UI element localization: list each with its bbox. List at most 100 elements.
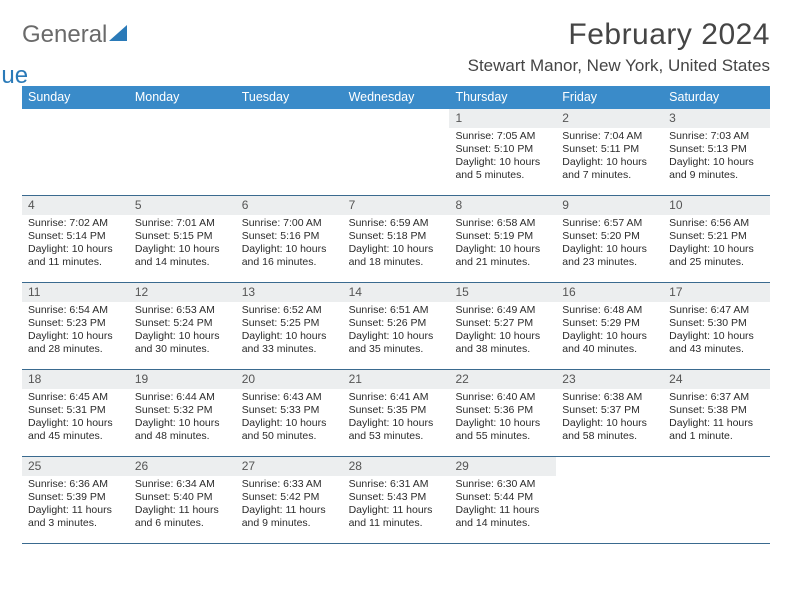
day-body: Sunrise: 7:00 AMSunset: 5:16 PMDaylight:… [236, 217, 343, 274]
day-cell: 28Sunrise: 6:31 AMSunset: 5:43 PMDayligh… [343, 457, 450, 543]
day-number: 20 [236, 370, 343, 389]
day-cell: 4 Sunrise: 7:02 AMSunset: 5:14 PMDaylight… [22, 196, 129, 282]
day-body: Sunrise: 6:43 AMSunset: 5:33 PMDaylight:… [236, 391, 343, 448]
day-body: Sunrise: 6:47 AMSunset: 5:30 PMDaylight:… [663, 304, 770, 361]
month-title: February 2024 [468, 18, 770, 52]
daylight-line: Daylight: 11 hours and 9 minutes. [242, 504, 339, 530]
day-number: 14 [343, 283, 450, 302]
daylight-line: Daylight: 10 hours and 58 minutes. [562, 417, 659, 443]
day-number: 11 [22, 283, 129, 302]
sunrise-line: Sunrise: 6:57 AM [562, 217, 659, 230]
dow-label: Monday [129, 86, 236, 109]
day-cell: 16Sunrise: 6:48 AMSunset: 5:29 PMDayligh… [556, 283, 663, 369]
sunset-line: Sunset: 5:11 PM [562, 143, 659, 156]
day-cell [22, 109, 129, 195]
day-cell: 14 Sunrise: 6:51 AMSunset: 5:26 PMDayligh… [343, 283, 450, 369]
sunset-line: Sunset: 5:15 PM [135, 230, 232, 243]
day-cell: 3 Sunrise: 7:03 AMSunset: 5:13 PMDaylight… [663, 109, 770, 195]
daylight-line: Daylight: 10 hours and 53 minutes. [349, 417, 446, 443]
week-row: 25Sunrise: 6:36 AMSunset: 5:39 PMDayligh… [22, 457, 770, 544]
day-body: Sunrise: 7:03 AMSunset: 5:13 PMDaylight:… [663, 130, 770, 187]
sunrise-line: Sunrise: 6:58 AM [455, 217, 552, 230]
header: General Blue February 2024 Stewart Manor… [22, 18, 770, 76]
daylight-line: Daylight: 11 hours and 11 minutes. [349, 504, 446, 530]
daylight-line: Daylight: 10 hours and 50 minutes. [242, 417, 339, 443]
daylight-line: Daylight: 10 hours and 14 minutes. [135, 243, 232, 269]
sunset-line: Sunset: 5:35 PM [349, 404, 446, 417]
sunrise-line: Sunrise: 6:45 AM [28, 391, 125, 404]
day-cell [556, 457, 663, 543]
day-cell: 8Sunrise: 6:58 AMSunset: 5:19 PMDaylight… [449, 196, 556, 282]
day-cell [663, 457, 770, 543]
day-cell: 12 Sunrise: 6:53 AMSunset: 5:24 PMDayligh… [129, 283, 236, 369]
daylight-line: Daylight: 10 hours and 45 minutes. [28, 417, 125, 443]
day-body: Sunrise: 6:51 AMSunset: 5:26 PMDaylight:… [343, 304, 450, 361]
day-body: Sunrise: 6:49 AMSunset: 5:27 PMDaylight:… [449, 304, 556, 361]
day-cell: 25Sunrise: 6:36 AMSunset: 5:39 PMDayligh… [22, 457, 129, 543]
day-body: Sunrise: 7:02 AMSunset: 5:14 PMDaylight:… [22, 217, 129, 274]
daylight-line: Daylight: 10 hours and 9 minutes. [669, 156, 766, 182]
day-number: 5 [129, 196, 236, 215]
day-number: 21 [343, 370, 450, 389]
calendar-page: General Blue February 2024 Stewart Manor… [0, 0, 792, 544]
sunset-line: Sunset: 5:38 PM [669, 404, 766, 417]
brand-part1: General [22, 24, 107, 47]
sunset-line: Sunset: 5:24 PM [135, 317, 232, 330]
day-body: Sunrise: 6:48 AMSunset: 5:29 PMDaylight:… [556, 304, 663, 361]
weeks-container: 1Sunrise: 7:05 AMSunset: 5:10 PMDaylight… [22, 109, 770, 544]
day-cell: 13Sunrise: 6:52 AMSunset: 5:25 PMDayligh… [236, 283, 343, 369]
sunset-line: Sunset: 5:32 PM [135, 404, 232, 417]
day-number: 12 [129, 283, 236, 302]
day-number: 13 [236, 283, 343, 302]
dow-header: SundayMondayTuesdayWednesdayThursdayFrid… [22, 86, 770, 109]
day-cell: 20 Sunrise: 6:43 AMSunset: 5:33 PMDayligh… [236, 370, 343, 456]
day-number: 25 [22, 457, 129, 476]
sunset-line: Sunset: 5:39 PM [28, 491, 125, 504]
day-number: 1 [449, 109, 556, 128]
dow-label: Tuesday [236, 86, 343, 109]
sunrise-line: Sunrise: 6:47 AM [669, 304, 766, 317]
dow-label: Wednesday [343, 86, 450, 109]
day-body: Sunrise: 6:44 AMSunset: 5:32 PMDaylight:… [129, 391, 236, 448]
day-number: 22 [449, 370, 556, 389]
daylight-line: Daylight: 11 hours and 14 minutes. [455, 504, 552, 530]
sunset-line: Sunset: 5:29 PM [562, 317, 659, 330]
day-body: Sunrise: 6:59 AMSunset: 5:18 PMDaylight:… [343, 217, 450, 274]
day-body: Sunrise: 6:33 AMSunset: 5:42 PMDaylight:… [236, 478, 343, 535]
week-row: 4 Sunrise: 7:02 AMSunset: 5:14 PMDaylight… [22, 196, 770, 283]
day-number: 7 [343, 196, 450, 215]
day-number: 15 [449, 283, 556, 302]
day-cell: 23Sunrise: 6:38 AMSunset: 5:37 PMDayligh… [556, 370, 663, 456]
day-number: 29 [449, 457, 556, 476]
day-cell [236, 109, 343, 195]
sunrise-line: Sunrise: 6:38 AM [562, 391, 659, 404]
brand-logo: General Blue [22, 18, 127, 70]
day-body: Sunrise: 6:53 AMSunset: 5:24 PMDaylight:… [129, 304, 236, 361]
daylight-line: Daylight: 10 hours and 16 minutes. [242, 243, 339, 269]
day-number: 4 [22, 196, 129, 215]
daylight-line: Daylight: 10 hours and 30 minutes. [135, 330, 232, 356]
sunrise-line: Sunrise: 6:33 AM [242, 478, 339, 491]
day-number: 17 [663, 283, 770, 302]
day-cell: 15 Sunrise: 6:49 AMSunset: 5:27 PMDayligh… [449, 283, 556, 369]
day-number: 28 [343, 457, 450, 476]
day-cell: 19Sunrise: 6:44 AMSunset: 5:32 PMDayligh… [129, 370, 236, 456]
brand-part2: Blue [0, 65, 85, 88]
sunset-line: Sunset: 5:33 PM [242, 404, 339, 417]
day-cell: 18Sunrise: 6:45 AMSunset: 5:31 PMDayligh… [22, 370, 129, 456]
title-block: February 2024 Stewart Manor, New York, U… [468, 18, 770, 76]
day-body: Sunrise: 6:41 AMSunset: 5:35 PMDaylight:… [343, 391, 450, 448]
day-body: Sunrise: 6:40 AMSunset: 5:36 PMDaylight:… [449, 391, 556, 448]
day-cell: 21 Sunrise: 6:41 AMSunset: 5:35 PMDayligh… [343, 370, 450, 456]
day-cell: 9Sunrise: 6:57 AMSunset: 5:20 PMDaylight… [556, 196, 663, 282]
day-cell: 29Sunrise: 6:30 AMSunset: 5:44 PMDayligh… [449, 457, 556, 543]
sunrise-line: Sunrise: 6:40 AM [455, 391, 552, 404]
sunset-line: Sunset: 5:21 PM [669, 230, 766, 243]
day-cell: 26Sunrise: 6:34 AMSunset: 5:40 PMDayligh… [129, 457, 236, 543]
dow-label: Sunday [22, 86, 129, 109]
day-cell: 1Sunrise: 7:05 AMSunset: 5:10 PMDaylight… [449, 109, 556, 195]
sunset-line: Sunset: 5:26 PM [349, 317, 446, 330]
day-number: 3 [663, 109, 770, 128]
sunrise-line: Sunrise: 7:05 AM [455, 130, 552, 143]
sunset-line: Sunset: 5:30 PM [669, 317, 766, 330]
